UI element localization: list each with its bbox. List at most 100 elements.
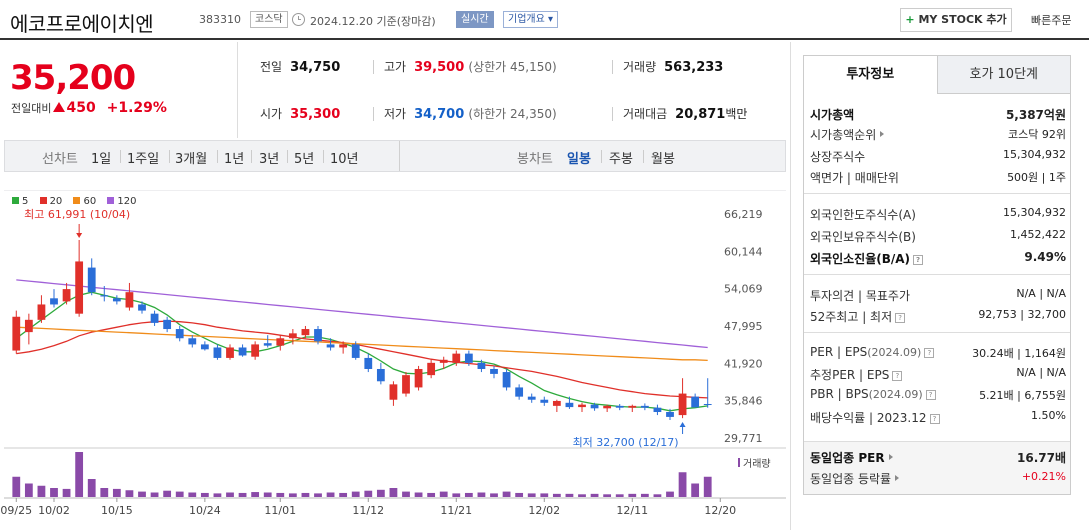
- y-tick-label: 60,144: [724, 245, 763, 258]
- row-label: 추정PER | EPS?: [810, 366, 903, 383]
- row-sector-per[interactable]: 동일업종 PER 16.77배: [810, 446, 1066, 466]
- lower-limit: (하한가 24,350): [468, 107, 557, 121]
- help-icon[interactable]: ?: [895, 313, 906, 323]
- volume-bar: [477, 492, 486, 497]
- row-label-text: 동일업종 등락률: [810, 472, 892, 486]
- arrow-right-icon: [888, 454, 893, 460]
- candle-body: [414, 368, 423, 388]
- row-foreign-limit: 외국인한도주식수(A) 15,304,932: [810, 203, 1066, 223]
- x-tick-label: 09/25: [0, 504, 32, 517]
- help-icon[interactable]: ?: [913, 255, 924, 265]
- row-market-cap: 시가총액 5,387억원: [810, 103, 1066, 123]
- candle-body: [339, 344, 348, 348]
- candle-body: [351, 344, 360, 358]
- candle-body: [389, 384, 398, 400]
- row-label: 시가총액: [810, 108, 855, 122]
- quick-order-button[interactable]: 빠른주문: [1031, 14, 1072, 27]
- tab-3month[interactable]: 3개월: [175, 152, 208, 167]
- volume-bar: [112, 488, 121, 497]
- market-badge: 코스닥: [250, 11, 288, 28]
- row-value: 1.50%: [1031, 409, 1066, 422]
- add-mystock-button[interactable]: + MY STOCK 추가: [900, 8, 1012, 32]
- row-label: 외국인소진율(B/A)?: [810, 250, 924, 267]
- high-annotation: 최고 61,991 (10/04): [24, 208, 130, 221]
- volume-bar: [326, 492, 335, 497]
- realtime-button[interactable]: 실시간: [456, 11, 494, 28]
- stat-label: 거래량: [623, 60, 657, 74]
- stat-low: 저가 34,700 (하한가 24,350): [384, 105, 557, 122]
- volume-bar: [603, 494, 612, 497]
- divider: [612, 107, 613, 121]
- tab-1year[interactable]: 1년: [224, 152, 245, 167]
- candle-body: [439, 359, 448, 363]
- volume-bar: [578, 494, 586, 497]
- change-amount: 450: [66, 100, 96, 116]
- current-price: 35,200: [10, 58, 136, 98]
- stat-unit: 백만: [725, 107, 748, 121]
- volume-bar: [24, 483, 33, 497]
- divider: [612, 60, 613, 74]
- candle-body: [24, 319, 33, 333]
- tab-1day[interactable]: 1일: [91, 152, 112, 167]
- row-label: 외국인한도주식수(A): [810, 208, 916, 222]
- legend-ma120: 120: [107, 196, 137, 207]
- candle-body: [490, 368, 498, 374]
- help-icon[interactable]: ?: [924, 348, 935, 358]
- divider: [217, 150, 218, 163]
- row-52week: 52주최고 | 최저? 92,753 | 32,700: [810, 305, 1066, 325]
- volume-bar: [653, 494, 662, 497]
- row-sector-change[interactable]: 동일업종 등락률 +0.21%: [810, 467, 1066, 487]
- row-value: N/A | N/A: [1016, 287, 1066, 300]
- volume-bar: [163, 490, 172, 497]
- tab-5year[interactable]: 5년: [294, 152, 315, 167]
- candle-body: [691, 396, 700, 408]
- candle-body: [364, 357, 373, 369]
- candle-body: [527, 396, 536, 400]
- row-face-value: 액면가 | 매매단위 500원 | 1주: [810, 166, 1066, 186]
- divider: [804, 332, 1070, 333]
- tab-invest-info[interactable]: 투자정보: [804, 56, 937, 94]
- x-tick-label: 11/01: [264, 504, 296, 517]
- candle-body: [603, 405, 612, 409]
- legend-label: 20: [49, 196, 63, 207]
- stat-label: 저가: [384, 107, 407, 121]
- candle-body: [276, 338, 285, 346]
- tab-1week[interactable]: 1주일: [127, 152, 160, 167]
- help-icon[interactable]: ?: [925, 390, 936, 400]
- help-icon[interactable]: ?: [892, 371, 903, 381]
- tab-weekly[interactable]: 주봉: [609, 152, 633, 167]
- stock-chart[interactable]: 66,219 60,144 54,069 47,995 41,920 35,846 29,7…: [0, 190, 790, 530]
- row-label: 액면가 | 매매단위: [810, 171, 899, 185]
- row-year: (2024.09): [868, 388, 923, 401]
- change-percent: +1.29%: [106, 100, 167, 116]
- row-cap-rank[interactable]: 시가총액순위 코스닥 92위: [810, 123, 1066, 143]
- candle-body: [213, 347, 222, 358]
- volume-bar: [464, 492, 473, 497]
- price-panel: 35,200 전일대비 450 +1.29% 전일 34,750 고가 39,500 …: [0, 42, 790, 138]
- tab-daily[interactable]: 일봉: [567, 152, 591, 167]
- divider: [287, 150, 288, 163]
- volume-bar: [666, 491, 674, 497]
- tab-10year[interactable]: 10년: [330, 152, 359, 167]
- ma-line-5: [15, 291, 708, 412]
- volume-bar: [288, 493, 297, 497]
- row-value: 16.77배: [1017, 451, 1066, 465]
- tab-quote-10[interactable]: 호가 10단계: [936, 56, 1070, 94]
- company-info-dropdown[interactable]: 기업개요 ▾: [503, 11, 558, 28]
- row-value: 15,304,932: [1003, 206, 1066, 219]
- x-tick-label: 10/15: [101, 504, 133, 517]
- row-label-text: PBR | BPS: [810, 387, 869, 401]
- divider: [169, 150, 170, 163]
- candle-body: [552, 400, 561, 406]
- volume-bar: [490, 493, 498, 497]
- tab-3year[interactable]: 3년: [259, 152, 280, 167]
- tab-monthly[interactable]: 월봉: [651, 152, 675, 167]
- volume-bar: [615, 494, 624, 497]
- volume-bar: [12, 476, 21, 497]
- date-text: 2024.12.20 기준(장마감): [310, 15, 436, 28]
- volume-bar: [364, 490, 373, 497]
- help-icon[interactable]: ?: [929, 414, 940, 424]
- volume-bar: [628, 493, 637, 497]
- invest-tabs: 투자정보 호가 10단계: [804, 56, 1070, 94]
- volume-legend-swatch: [738, 458, 740, 467]
